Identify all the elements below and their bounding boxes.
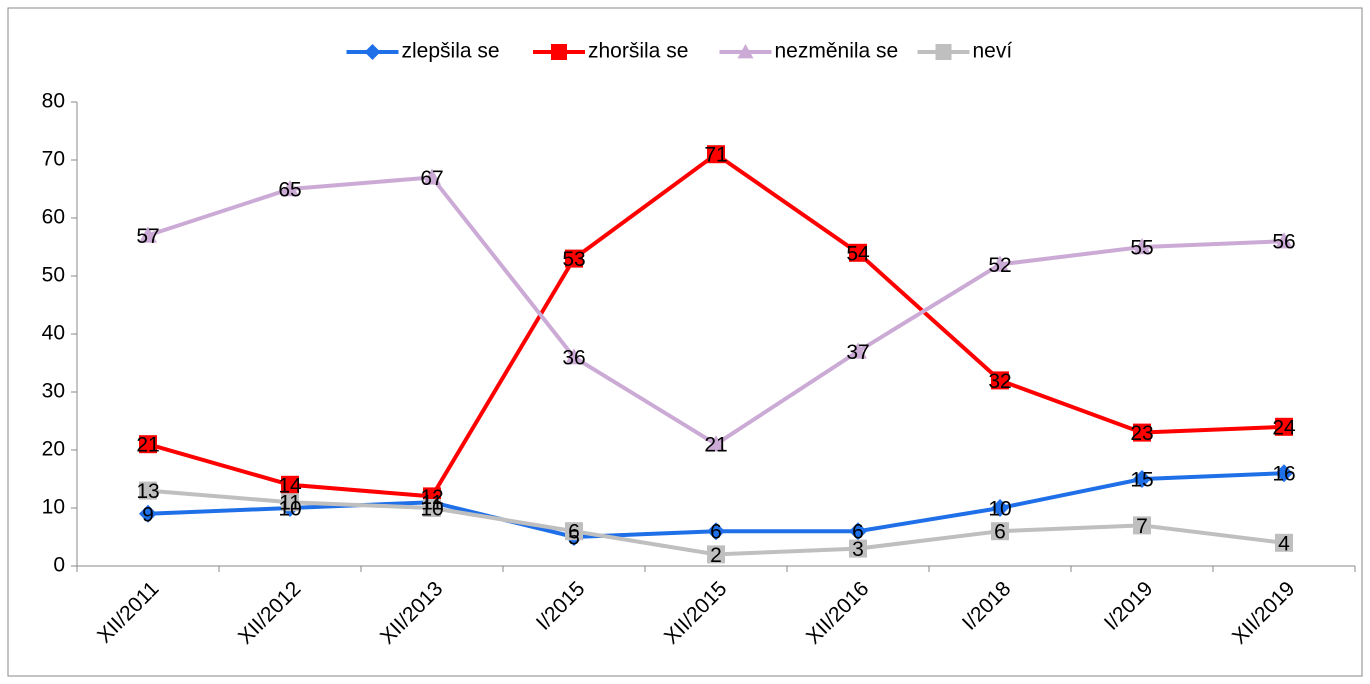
legend-label: neví bbox=[973, 40, 1013, 63]
marker bbox=[849, 243, 867, 262]
data-label: 4 bbox=[1278, 532, 1290, 555]
data-label: 11 bbox=[279, 492, 301, 515]
marker bbox=[707, 522, 725, 541]
legend-label: nezměnila se bbox=[775, 40, 899, 63]
marker bbox=[849, 522, 867, 541]
y-tick-label: 40 bbox=[42, 322, 65, 345]
marker bbox=[281, 180, 299, 197]
data-label: 10 bbox=[988, 498, 1011, 521]
data-label: 21 bbox=[136, 434, 159, 457]
data-label: 65 bbox=[278, 179, 301, 202]
marker bbox=[991, 371, 1009, 390]
data-label: 36 bbox=[562, 347, 585, 370]
marker bbox=[139, 435, 157, 454]
y-tick-label: 10 bbox=[42, 496, 65, 519]
data-label: 11 bbox=[421, 492, 443, 515]
data-label: 56 bbox=[1272, 231, 1295, 254]
marker bbox=[991, 522, 1009, 541]
marker bbox=[1275, 464, 1293, 483]
y-tick-label: 80 bbox=[42, 90, 65, 113]
marker bbox=[737, 44, 754, 59]
marker bbox=[139, 481, 157, 500]
marker bbox=[1275, 533, 1293, 552]
marker bbox=[707, 435, 725, 452]
data-label: 67 bbox=[420, 167, 443, 190]
y-tick-label: 0 bbox=[53, 554, 65, 577]
data-label: 16 bbox=[1272, 463, 1295, 486]
data-label: 10 bbox=[420, 498, 443, 521]
y-tick-label: 30 bbox=[42, 380, 65, 403]
marker bbox=[1133, 516, 1151, 535]
marker bbox=[139, 226, 157, 243]
data-label: 6 bbox=[994, 521, 1006, 544]
data-label: 2 bbox=[710, 544, 722, 567]
marker bbox=[565, 249, 583, 268]
y-tick-label: 50 bbox=[42, 264, 65, 287]
marker bbox=[364, 44, 381, 60]
chart-border bbox=[7, 7, 1363, 677]
marker bbox=[281, 475, 299, 494]
marker bbox=[1133, 423, 1151, 442]
data-label: 32 bbox=[988, 370, 1011, 393]
y-tick-label: 60 bbox=[42, 206, 65, 229]
marker bbox=[991, 255, 1009, 272]
legend-label: zhoršila se bbox=[588, 40, 688, 63]
data-label: 10 bbox=[278, 498, 301, 521]
marker bbox=[551, 44, 567, 60]
data-label: 53 bbox=[562, 248, 585, 271]
marker bbox=[565, 522, 583, 541]
data-label: 7 bbox=[1136, 515, 1148, 538]
marker bbox=[1133, 238, 1151, 255]
data-label: 5 bbox=[568, 527, 580, 550]
data-label: 6 bbox=[710, 521, 722, 544]
data-label: 57 bbox=[136, 225, 159, 248]
marker bbox=[281, 493, 299, 512]
marker bbox=[707, 545, 725, 564]
data-label: 54 bbox=[846, 242, 870, 265]
data-label: 9 bbox=[142, 503, 154, 526]
marker bbox=[991, 499, 1009, 517]
data-label: 71 bbox=[704, 144, 727, 167]
data-label: 12 bbox=[420, 486, 443, 509]
data-label: 3 bbox=[852, 538, 864, 561]
data-label: 6 bbox=[852, 521, 864, 544]
marker bbox=[423, 499, 441, 517]
y-tick-label: 70 bbox=[42, 148, 65, 171]
marker bbox=[935, 44, 952, 60]
data-label: 14 bbox=[278, 474, 302, 497]
marker bbox=[849, 539, 867, 558]
marker bbox=[1275, 417, 1293, 436]
data-label: 15 bbox=[1130, 469, 1153, 492]
data-label: 21 bbox=[704, 434, 727, 457]
marker bbox=[139, 504, 157, 523]
data-label: 6 bbox=[568, 521, 580, 544]
data-label: 13 bbox=[136, 480, 159, 503]
marker bbox=[707, 145, 725, 164]
y-tick-label: 20 bbox=[42, 438, 65, 461]
data-label: 52 bbox=[988, 254, 1011, 277]
data-label: 23 bbox=[1130, 422, 1153, 445]
legend-label: zlepšila se bbox=[402, 40, 500, 63]
marker bbox=[423, 168, 441, 185]
marker bbox=[1133, 470, 1151, 488]
marker bbox=[565, 348, 583, 365]
data-label: 55 bbox=[1130, 237, 1153, 260]
data-label: 24 bbox=[1272, 416, 1296, 439]
marker bbox=[1275, 232, 1293, 249]
data-label: 37 bbox=[846, 341, 869, 364]
marker bbox=[849, 342, 867, 359]
